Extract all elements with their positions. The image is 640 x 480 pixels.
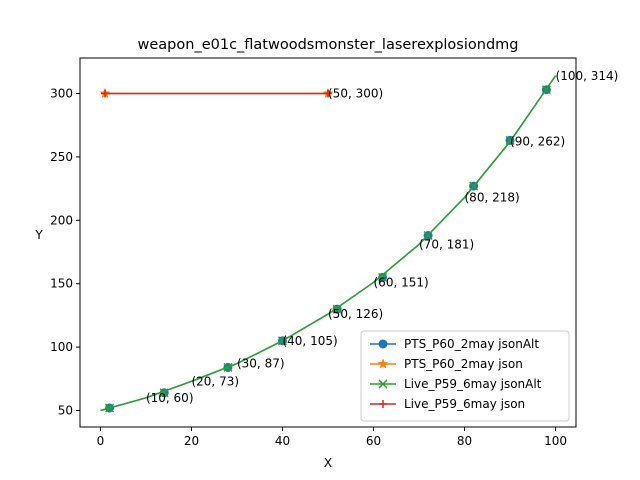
data-point <box>378 272 388 282</box>
annotation-layer: (10, 60) (20, 73) (30, 87) (40, 105) (50, 12… <box>146 69 618 405</box>
marker-stroke <box>332 304 342 314</box>
y-axis-label: Y <box>34 228 43 242</box>
data-point <box>541 85 551 95</box>
marker-stroke <box>469 181 479 191</box>
marker-stroke <box>541 85 551 95</box>
data-point <box>332 304 342 314</box>
x-tick-label: 60 <box>366 434 381 448</box>
y-tick-label: 250 <box>50 150 73 164</box>
y-tick-label: 50 <box>58 404 73 418</box>
legend-label: Live_P59_6may json <box>404 397 525 411</box>
x-tick-label: 100 <box>544 434 567 448</box>
plot-area <box>79 57 577 428</box>
data-point <box>101 89 110 98</box>
data-label: (50, 300) <box>328 87 383 101</box>
data-label: (40, 105) <box>282 334 337 348</box>
data-point <box>223 362 233 372</box>
data-point <box>159 388 169 398</box>
data-label: (80, 218) <box>465 190 520 204</box>
marker-stroke <box>505 135 515 145</box>
legend-entry: PTS_P60_2may json <box>370 357 523 371</box>
data-label: (100, 314) <box>556 69 619 83</box>
legend-box <box>360 330 570 422</box>
x-tick-label: 20 <box>184 434 199 448</box>
y-axis: 50 100 150 200 250 300 <box>50 87 80 418</box>
legend-label: Live_P59_6may jsonAlt <box>404 377 542 391</box>
marker-stroke <box>378 379 388 389</box>
marker-stroke <box>423 230 433 241</box>
data-label: (60, 151) <box>374 275 429 289</box>
y-tick-label: 300 <box>50 87 73 101</box>
marker-stroke <box>159 388 169 398</box>
data-label: (20, 73) <box>191 374 239 388</box>
series-4 <box>101 89 332 98</box>
data-point <box>105 403 115 413</box>
data-point <box>469 181 479 191</box>
data-point <box>324 89 332 98</box>
x-tick-label: 80 <box>457 434 472 448</box>
legend-marker <box>378 339 388 349</box>
legend-marker <box>378 379 388 389</box>
series-line <box>100 75 557 412</box>
legend-label: PTS_P60_2may jsonAlt <box>404 337 539 351</box>
data-label: (70, 181) <box>419 237 474 251</box>
data-point <box>505 135 515 145</box>
series-layer <box>99 75 557 413</box>
x-tick-label: 0 <box>97 434 105 448</box>
x-axis: 0 20 40 60 80 100 <box>97 427 567 448</box>
data-label: (90, 262) <box>510 135 565 149</box>
legend-entry: Live_P59_6may json <box>370 397 525 411</box>
x-tick-label: 40 <box>275 434 290 448</box>
legend-marker <box>377 358 389 369</box>
marker-stroke <box>223 362 233 372</box>
data-label: (50, 126) <box>328 307 383 321</box>
marker-stroke <box>105 403 115 413</box>
y-tick-label: 200 <box>50 213 73 227</box>
legend-marker <box>379 400 387 408</box>
data-point <box>277 336 288 346</box>
y-tick-label: 100 <box>50 340 73 354</box>
chart-title: weapon_e01c_flatwoodsmonster_laserexplos… <box>138 37 519 53</box>
x-axis-label: X <box>324 456 332 470</box>
series-3 <box>100 75 557 413</box>
legend-label: PTS_P60_2may json <box>404 357 523 371</box>
legend-entry: Live_P59_6may jsonAlt <box>370 377 542 391</box>
legend: PTS_P60_2may jsonAlt PTS_P60_2may json Liv… <box>360 330 570 422</box>
legend-entry: PTS_P60_2may jsonAlt <box>370 337 539 351</box>
data-label: (30, 87) <box>237 357 285 371</box>
data-label: (10, 60) <box>146 391 194 405</box>
y-tick-label: 150 <box>50 277 73 291</box>
plot-frame <box>79 57 577 428</box>
marker-stroke <box>378 272 388 282</box>
data-point <box>423 230 433 241</box>
marker-stroke <box>277 336 288 346</box>
